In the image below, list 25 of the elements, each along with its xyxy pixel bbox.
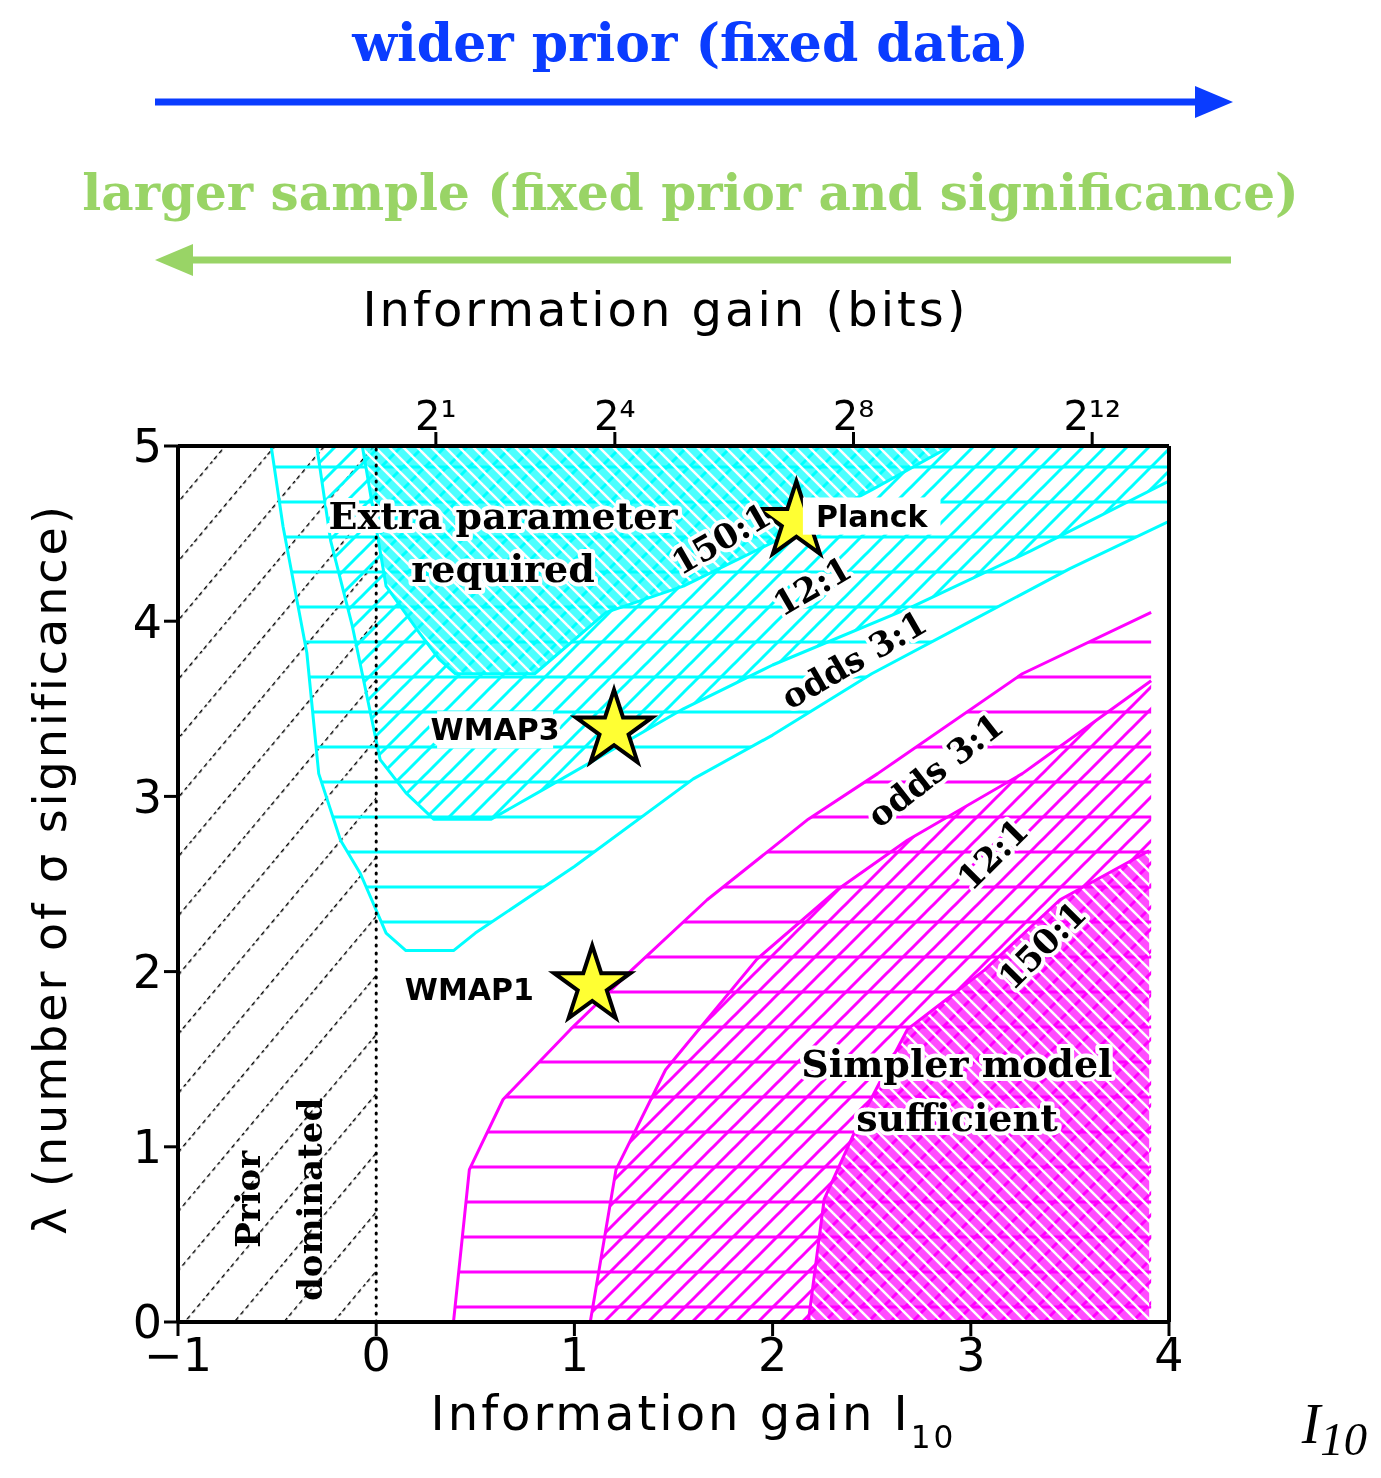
x2-axis-title: Information gain (bits) [362, 281, 969, 337]
x2-tick-label: 2⁸ [832, 393, 875, 439]
x2-tick-label: 2⁴ [594, 393, 636, 439]
text: I$_{10}$ [1301, 1391, 1367, 1466]
x2-tick-label: 2¹² [1063, 393, 1121, 439]
annotation: WMAP3 [430, 712, 560, 748]
annotation: WMAP1 [404, 971, 534, 1007]
x-axis-title: Information gain I$_{10}$ [430, 1385, 957, 1455]
annotation: Planck [815, 498, 929, 534]
annotation: 12:1 [766, 547, 859, 625]
y-tick-label: 2 [132, 944, 162, 999]
x-tick-label: 0 [361, 1327, 391, 1382]
band-label: Prior dominated [228, 1097, 331, 1301]
text: wider prior (fixed data) [350, 11, 1030, 75]
y-tick-label: 1 [132, 1120, 162, 1175]
y-tick-label: 4 [132, 594, 162, 649]
text: larger sample (fixed prior and significance) [81, 162, 1300, 224]
x-tick-label: 2 [757, 1327, 788, 1382]
x2-tick-label: 2¹ [415, 393, 457, 439]
y-axis-title: λ (number of σ significance) [23, 503, 77, 1235]
x-tick-label: 3 [956, 1327, 986, 1382]
x-tick-label: 1 [559, 1327, 590, 1382]
x-tick-label: 4 [1154, 1327, 1184, 1382]
y-tick-label: 3 [132, 769, 162, 824]
y-tick-label: 5 [132, 419, 162, 474]
